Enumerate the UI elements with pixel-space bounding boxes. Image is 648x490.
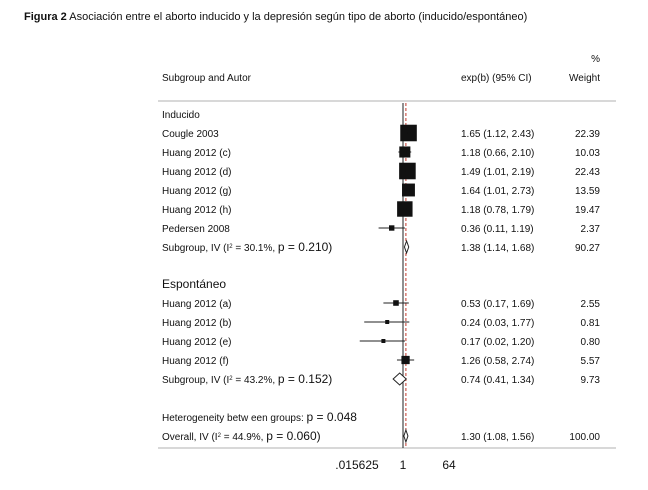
x-tick-3: 64 (442, 458, 456, 472)
g1-s3-label: Huang 2012 (d) (162, 167, 232, 178)
g1-s1-ci-text: 1.65 (1.12, 2.43) (461, 129, 534, 140)
g2-subtotal-label: Subgroup, IV (I2 = 43.2%, p = 0.152) (162, 372, 332, 386)
g2-s2-point (385, 320, 389, 324)
header-ci: exp(b) (95% CI) (461, 73, 532, 84)
caption-text: Asociación entre el aborto inducido y la… (69, 11, 528, 23)
heterogeneity-label: Heterogeneity betw een groups: p = 0.048 (162, 410, 357, 424)
caption-label: Figura 2 (24, 11, 67, 23)
header-weight-pct: % (591, 54, 600, 65)
x-tick-2: 1 (400, 458, 407, 472)
g2-s1-label: Huang 2012 (a) (162, 299, 232, 310)
g1-s4-label: Huang 2012 (g) (162, 186, 232, 197)
overall-weight: 100.00 (569, 432, 600, 443)
header-weight: Weight (569, 73, 600, 84)
g1-s5-label: Huang 2012 (h) (162, 205, 232, 216)
g1-s1-weight: 22.39 (575, 129, 600, 140)
g2-s3-label: Huang 2012 (e) (162, 337, 232, 348)
g1-s5-weight: 19.47 (575, 205, 600, 216)
g1-subtotal-weight: 90.27 (575, 243, 600, 254)
g1-s4-ci-text: 1.64 (1.01, 2.73) (461, 186, 534, 197)
g2-s1-ci-text: 0.53 (0.17, 1.69) (461, 299, 534, 310)
g1-s6-label: Pedersen 2008 (162, 224, 230, 235)
g2-s4-weight: 5.57 (581, 356, 601, 367)
g2-s1-weight: 2.55 (581, 299, 601, 310)
overall-ci-text: 1.30 (1.08, 1.56) (461, 432, 534, 443)
g2-s3-ci-text: 0.17 (0.02, 1.20) (461, 337, 534, 348)
g1-s3-ci-text: 1.49 (1.01, 2.19) (461, 167, 534, 178)
group-heading-1: Inducido (162, 110, 200, 121)
g1-s6-point (390, 226, 394, 230)
g2-subtotal-weight: 9.73 (581, 375, 601, 386)
g1-subtotal-label: Subgroup, IV (I2 = 30.1%, p = 0.210) (162, 240, 332, 254)
g1-subtotal-ci-text: 1.38 (1.14, 1.68) (461, 243, 534, 254)
g2-s2-label: Huang 2012 (b) (162, 318, 232, 329)
g2-s1-point (394, 301, 398, 305)
header-study: Subgroup and Autor (162, 73, 252, 84)
g1-s3-weight: 22.43 (575, 167, 600, 178)
g1-s1-point (407, 131, 411, 135)
g2-s2-ci-text: 0.24 (0.03, 1.77) (461, 318, 534, 329)
g2-s4-ci-text: 1.26 (0.58, 2.74) (461, 356, 534, 367)
overall-diamond (403, 428, 409, 444)
g2-s3-weight: 0.80 (581, 337, 601, 348)
g1-s2-weight: 10.03 (575, 148, 600, 159)
overall-label: Overall, IV (I2 = 44.9%, p = 0.060) (162, 429, 321, 443)
g1-s1-label: Cougle 2003 (162, 129, 219, 140)
g2-subtotal-ci-text: 0.74 (0.41, 1.34) (461, 375, 534, 386)
g1-s5-ci-text: 1.18 (0.78, 1.79) (461, 205, 534, 216)
group-heading-2: Espontáneo (162, 277, 226, 291)
g1-s4-point (406, 188, 410, 192)
figure-caption: Figura 2 Asociación entre el aborto indu… (24, 11, 527, 23)
x-tick-1: .015625 (335, 458, 379, 472)
g1-s6-weight: 2.37 (581, 224, 601, 235)
g2-s4-point (404, 358, 408, 362)
g2-s3-point (381, 339, 385, 343)
g1-subtotal-diamond (403, 239, 410, 255)
g1-s5-point (403, 207, 407, 211)
g1-s6-ci-text: 0.36 (0.11, 1.19) (461, 224, 534, 235)
g1-s2-point (403, 150, 407, 154)
g2-subtotal-diamond (392, 372, 407, 386)
g2-s4-label: Huang 2012 (f) (162, 356, 229, 367)
g1-s4-weight: 13.59 (575, 186, 600, 197)
g1-s2-label: Huang 2012 (c) (162, 148, 231, 159)
g1-s2-ci-text: 1.18 (0.66, 2.10) (461, 148, 534, 159)
g1-s3-point (405, 169, 409, 173)
g2-s2-weight: 0.81 (581, 318, 601, 329)
